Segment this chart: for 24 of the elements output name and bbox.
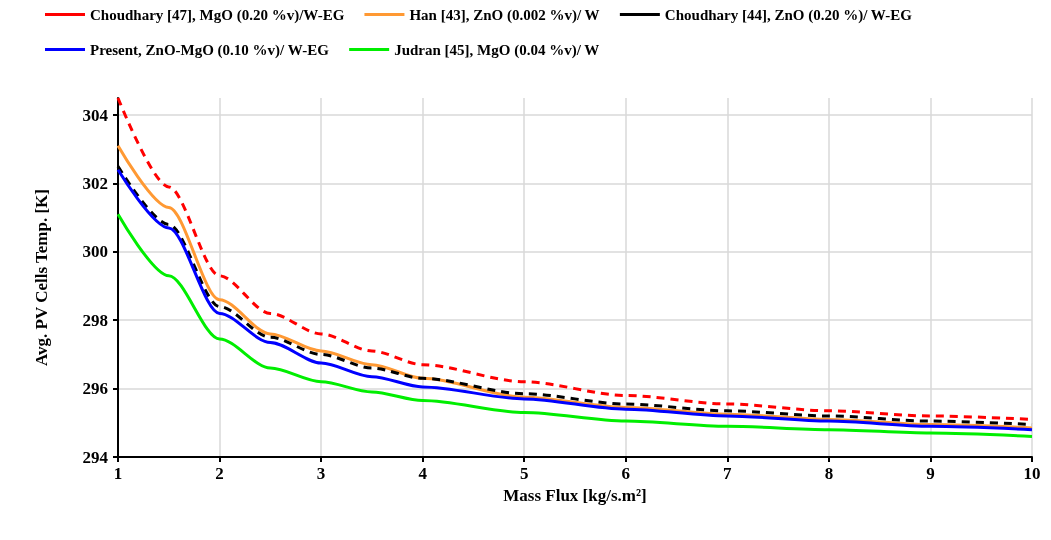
y-tick-label: 302	[82, 173, 108, 193]
x-tick-label: 7	[723, 464, 733, 483]
line-series	[116, 212, 1034, 438]
x-tick-label: 3	[316, 464, 326, 483]
x-tick-label: 1	[113, 464, 123, 483]
y-tick-label: 294	[82, 447, 109, 467]
y-tick-label: 298	[82, 310, 108, 330]
y-axis-title: Avg. PV Cells Temp. [K]	[32, 189, 51, 366]
legend-label: Present, ZnO-MgO (0.10 %v)/ W-EG	[90, 41, 330, 59]
x-axis-title: Mass Flux [kg/s.m²]	[503, 485, 647, 505]
y-tick-label: 296	[82, 379, 108, 399]
x-tick-label: 6	[621, 464, 631, 483]
y-tick-label: 304	[82, 105, 109, 125]
x-tick-label: 5	[519, 464, 529, 483]
legend-label: Judran [45], MgO (0.04 %v)/ W	[394, 41, 600, 59]
legend-label: Choudhary [44], ZnO (0.20 %)/ W-EG	[664, 6, 913, 24]
x-tick-label: 4	[418, 464, 428, 483]
x-tick-label: 9	[926, 464, 935, 483]
legend-label: Han [43], ZnO (0.002 %v)/ W	[409, 6, 600, 24]
x-tick-label: 2	[215, 464, 224, 483]
y-tick-label: 300	[82, 242, 108, 262]
legend-label: Choudhary [47], MgO (0.20 %v)/W-EG	[90, 6, 345, 24]
x-tick-label: 10	[1023, 464, 1041, 483]
x-tick-label: 8	[824, 464, 834, 483]
